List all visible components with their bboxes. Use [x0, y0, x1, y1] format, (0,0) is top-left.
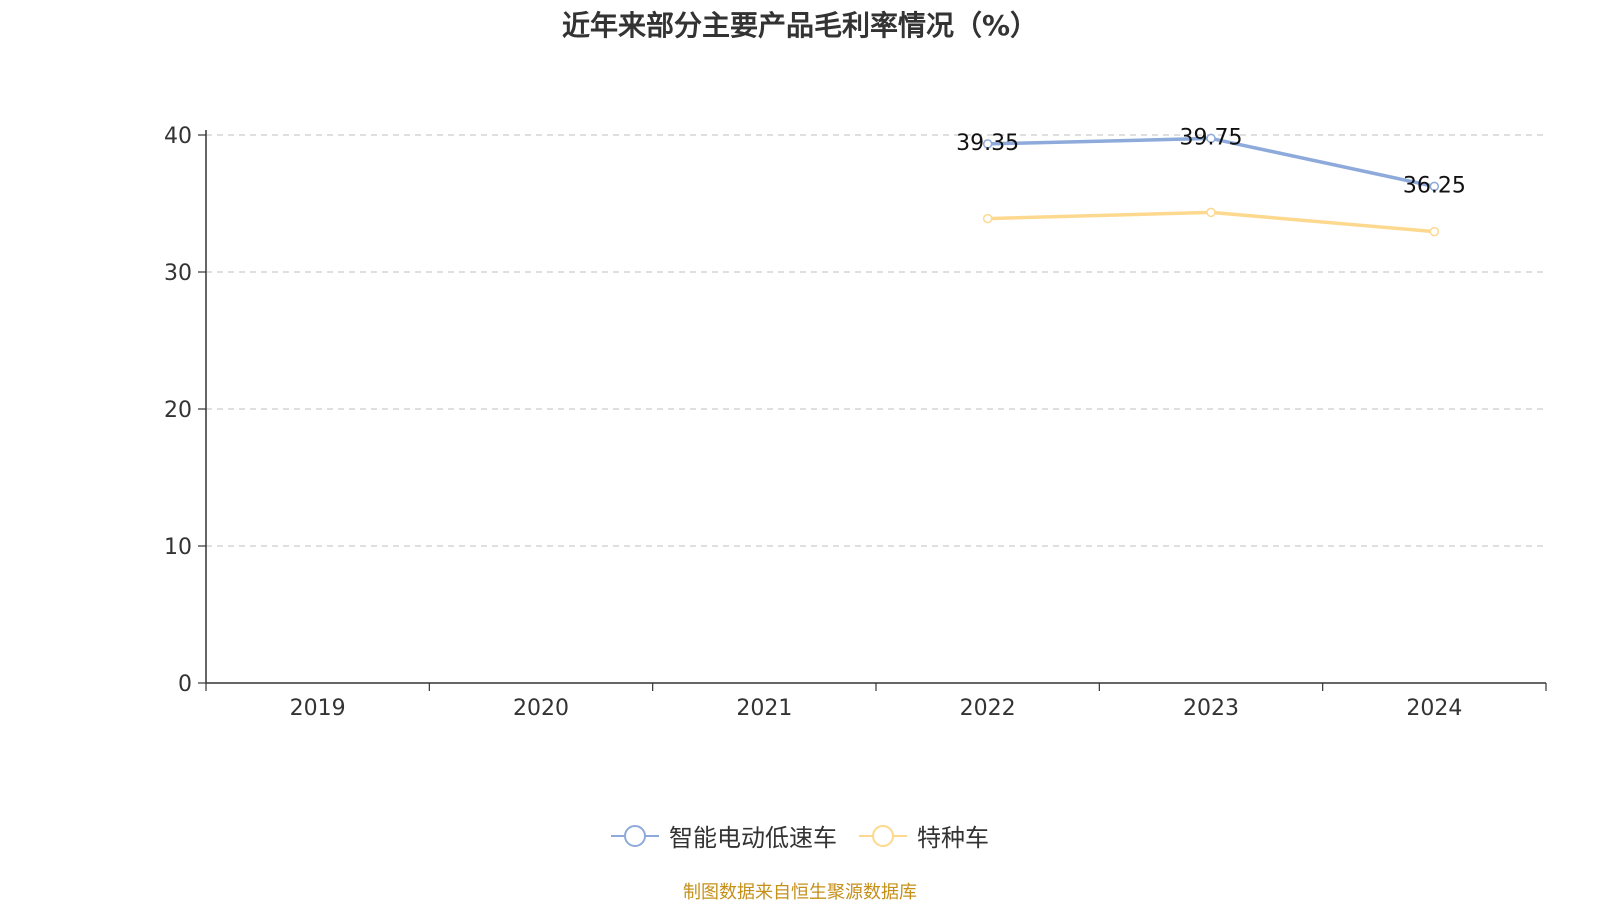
x-tick-label-2024: 2024: [1406, 696, 1462, 721]
x-tick-label-2021: 2021: [736, 696, 792, 721]
data-label-s1-2022: 39.35: [956, 131, 1019, 156]
data-point-s1-2023: [1206, 133, 1216, 144]
legend-item-series-1[interactable]: 智能电动低速车: [611, 818, 837, 853]
data-point-s1-2022: [982, 139, 993, 149]
y-tick-label-10: 10: [164, 535, 192, 560]
legend-swatch-series-1: [611, 824, 659, 847]
x-tick-label-2022: 2022: [960, 696, 1016, 721]
source-note: 制图数据来自恒生聚源数据库: [683, 882, 917, 903]
x-tick-label-2019: 2019: [290, 696, 346, 721]
y-tick-label-0: 0: [178, 672, 192, 697]
x-tick-label-2020: 2020: [513, 696, 569, 721]
data-point-s2-2023: [1206, 207, 1216, 218]
tick-labels: 0 10 20 30 40 2019 2020 2021 2022 2023 2024: [164, 124, 1462, 721]
data-point-s2-2024: [1429, 226, 1440, 237]
legend-label-series-2: 特种车: [917, 824, 989, 852]
data-label-s1-2024: 36.25: [1403, 173, 1466, 198]
data-point-s1-2024: [1429, 181, 1440, 192]
gridlines: [206, 134, 1546, 547]
data-point-s2-2022: [982, 213, 993, 224]
y-tick-label-30: 30: [164, 261, 192, 286]
data-labels: 39.35 39.75 36.25: [956, 125, 1466, 198]
series-lines: [982, 133, 1440, 237]
chart-title: 近年来部分主要产品毛利率情况（%）: [561, 9, 1039, 42]
legend: 智能电动低速车 特种车: [0, 818, 1600, 853]
x-tick-label-2023: 2023: [1183, 696, 1239, 721]
legend-item-series-2[interactable]: 特种车: [859, 818, 989, 853]
legend-swatch-series-2: [859, 824, 907, 847]
data-label-s1-2023: 39.75: [1180, 125, 1243, 150]
y-tick-label-20: 20: [164, 398, 192, 423]
axes: [198, 130, 1547, 691]
y-tick-label-40: 40: [164, 124, 192, 149]
legend-label-series-1: 智能电动低速车: [669, 824, 837, 852]
